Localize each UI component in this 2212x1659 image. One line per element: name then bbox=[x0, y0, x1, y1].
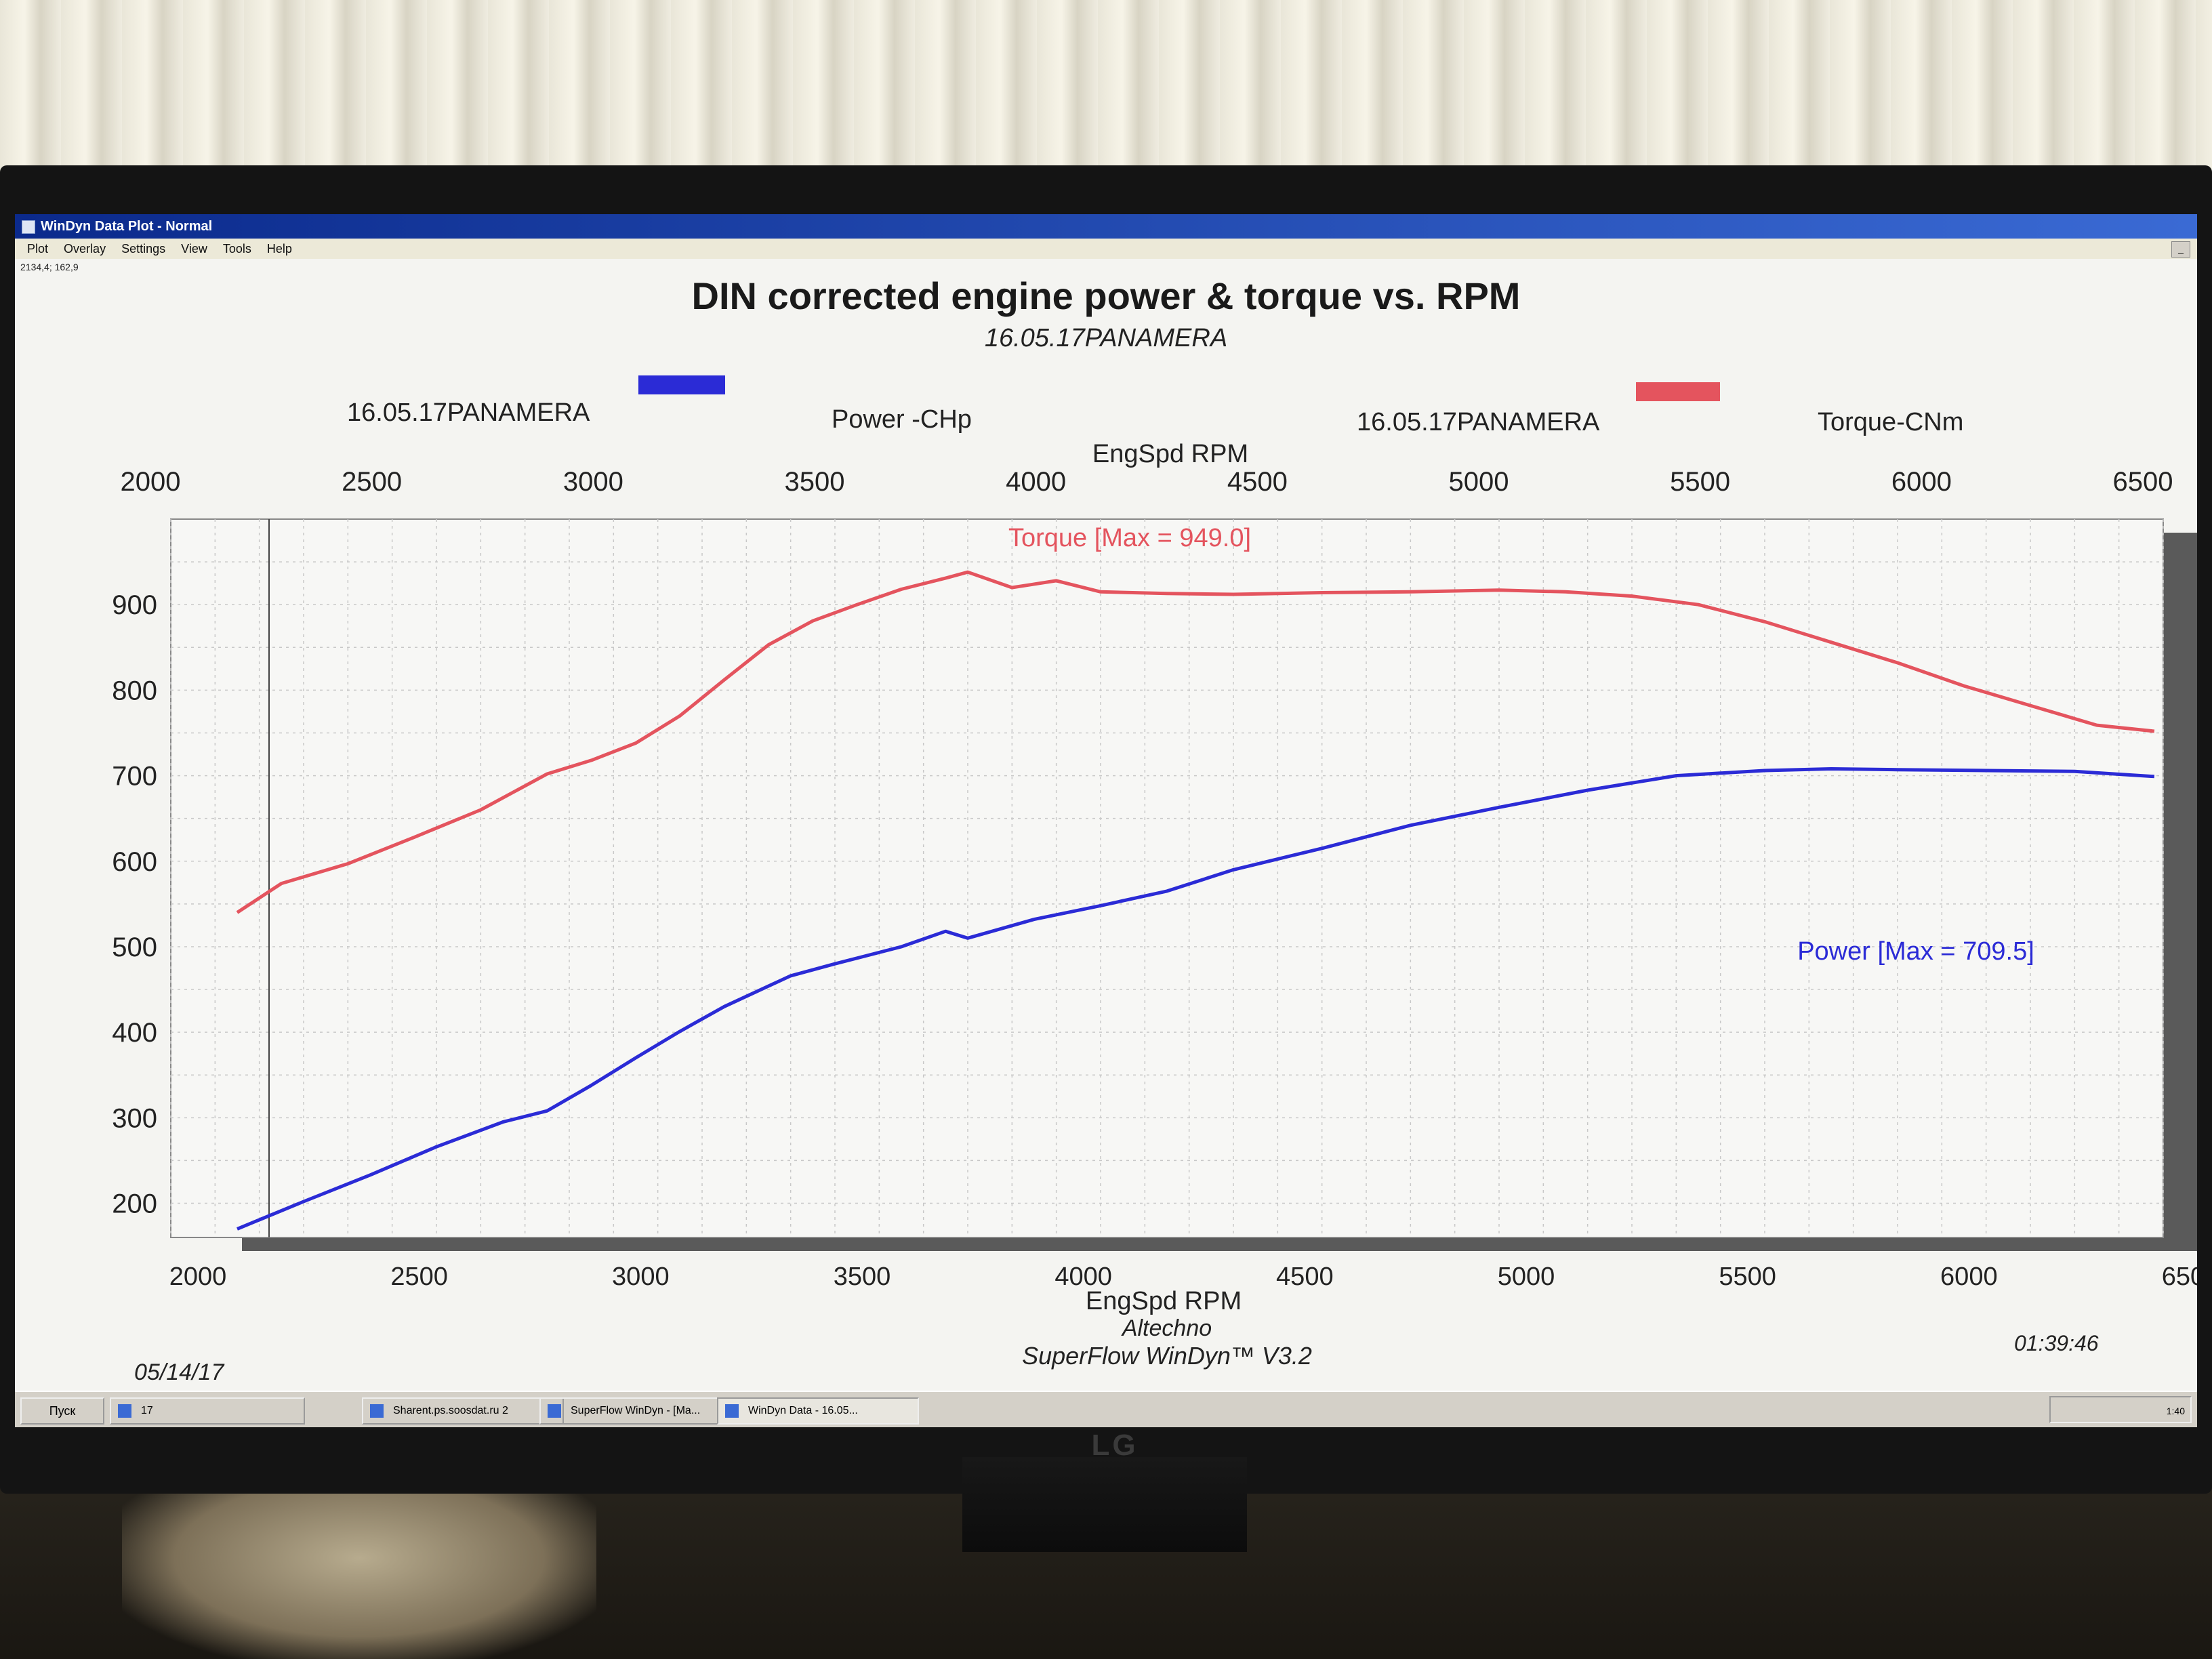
x-axis-label-bottom: EngSpd RPM bbox=[1086, 1287, 1242, 1315]
taskbar-item-label: Sharent.ps.soosdat.ru 2 bbox=[393, 1405, 508, 1416]
superflow-icon bbox=[548, 1404, 561, 1418]
folder-icon bbox=[118, 1404, 131, 1418]
taskbar-item-label: 17 bbox=[141, 1405, 153, 1416]
plot-area bbox=[170, 518, 2164, 1238]
x-tick-label-top: 3500 bbox=[785, 467, 845, 497]
x-tick-label-bottom: 2000 bbox=[169, 1263, 227, 1291]
taskbar-item-label: SuperFlow WinDyn - [Ma... bbox=[571, 1405, 701, 1416]
torque-max-annotation: Torque [Max = 949.0] bbox=[1008, 524, 1251, 552]
x-tick-label-bottom: 2500 bbox=[390, 1263, 448, 1291]
monitor-brand-logo: LG bbox=[1091, 1429, 1139, 1462]
x-tick-label-bottom: 6500 bbox=[2162, 1263, 2197, 1291]
footer-date: 05/14/17 bbox=[134, 1359, 224, 1385]
taskbar-item-browser[interactable]: Sharent.ps.soosdat.ru 2 bbox=[362, 1397, 564, 1425]
torque-legend-label: Torque-CNm bbox=[1818, 408, 1964, 436]
chart-title: DIN corrected engine power & torque vs. … bbox=[691, 274, 1521, 317]
x-tick-label-top: 6500 bbox=[2113, 467, 2173, 497]
monitor-stand bbox=[962, 1457, 1247, 1552]
y-tick-label: 400 bbox=[112, 1018, 157, 1048]
menu-plot[interactable]: Plot bbox=[27, 242, 49, 255]
taskbar: Пуск 17 Sharent.ps.soosdat.ru 2 SuperFlo… bbox=[15, 1391, 2197, 1427]
tray-clock: 1:40 bbox=[2166, 1406, 2185, 1416]
windyn-icon bbox=[725, 1404, 739, 1418]
x-tick-label-top: 5500 bbox=[1670, 467, 1730, 497]
menu-tools[interactable]: Tools bbox=[222, 242, 251, 255]
y-tick-label: 300 bbox=[112, 1103, 157, 1133]
screen: WinDyn Data Plot - Normal Plot Overlay S… bbox=[15, 214, 2197, 1427]
x-tick-label-top: 4500 bbox=[1227, 467, 1288, 497]
menu-view[interactable]: View bbox=[181, 242, 207, 255]
power-legend-run: 16.05.17PANAMERA bbox=[347, 398, 590, 427]
window-title-bar[interactable]: WinDyn Data Plot - Normal bbox=[15, 214, 2197, 239]
y-tick-label: 200 bbox=[112, 1189, 157, 1219]
x-tick-label-bottom: 5500 bbox=[1719, 1263, 1776, 1291]
y-tick-label: 800 bbox=[112, 676, 157, 705]
chart-subtitle: 16.05.17PANAMERA bbox=[984, 324, 1228, 352]
y-tick-label: 600 bbox=[112, 847, 157, 877]
x-tick-label-bottom: 6000 bbox=[1940, 1263, 1998, 1291]
app-icon bbox=[22, 220, 35, 234]
torque-line bbox=[236, 570, 2155, 914]
taskbar-item-folder[interactable]: 17 bbox=[110, 1397, 305, 1425]
power-legend-label: Power -CHp bbox=[832, 405, 972, 434]
footer-time: 01:39:46 bbox=[2014, 1331, 2099, 1355]
start-button[interactable]: Пуск bbox=[20, 1397, 104, 1425]
x-axis-label-top: EngSpd RPM bbox=[1092, 440, 1248, 468]
minimize-icon[interactable]: _ bbox=[2171, 241, 2190, 258]
browser-icon bbox=[370, 1404, 384, 1418]
x-tick-label-bottom: 3000 bbox=[612, 1263, 670, 1291]
x-tick-label-bottom: 4000 bbox=[1054, 1263, 1112, 1291]
x-tick-label-bottom: 3500 bbox=[834, 1263, 891, 1291]
x-tick-label-top: 5000 bbox=[1449, 467, 1509, 497]
menu-help[interactable]: Help bbox=[266, 242, 292, 255]
x-tick-label-bottom: 5000 bbox=[1498, 1263, 1555, 1291]
taskbar-item-superflow[interactable]: SuperFlow WinDyn - [Ma... bbox=[539, 1397, 741, 1425]
x-tick-label-top: 2000 bbox=[121, 467, 181, 497]
menu-bar: Plot Overlay Settings View Tools Help _ bbox=[15, 239, 2197, 259]
cursor-readout: 2134,4; 162,9 bbox=[20, 262, 79, 272]
dyno-chart: 2000 2000 2500 2500 3000 3000 3500 3500 4000 4000… bbox=[112, 440, 2197, 1315]
x-tick-label-top: 6000 bbox=[1891, 467, 1952, 497]
taskbar-item-label: WinDyn Data - 16.05... bbox=[748, 1405, 858, 1416]
window-title: WinDyn Data Plot - Normal bbox=[41, 219, 213, 234]
footer-software: SuperFlow WinDyn™ V3.2 bbox=[1022, 1342, 1312, 1370]
background-curtain bbox=[0, 0, 2212, 176]
x-tick-label-bottom: 4500 bbox=[1276, 1263, 1334, 1291]
menu-overlay[interactable]: Overlay bbox=[64, 242, 106, 255]
power-line bbox=[237, 767, 2155, 1231]
taskbar-item-windyn-data[interactable]: WinDyn Data - 16.05... bbox=[717, 1397, 919, 1425]
menu-settings[interactable]: Settings bbox=[121, 242, 166, 255]
power-legend-swatch bbox=[638, 375, 725, 394]
torque-legend-swatch bbox=[1636, 382, 1720, 401]
footer-company: Altechno bbox=[1122, 1315, 1212, 1341]
x-tick-label-top: 2500 bbox=[342, 467, 402, 497]
x-tick-label-top: 4000 bbox=[1006, 467, 1066, 497]
torque-legend-run: 16.05.17PANAMERA bbox=[1357, 408, 1600, 436]
system-tray: 1:40 bbox=[2049, 1396, 2192, 1423]
x-tick-label-top: 3000 bbox=[563, 467, 623, 497]
cloth-on-desk bbox=[122, 1491, 596, 1659]
y-tick-label: 900 bbox=[112, 590, 157, 620]
y-tick-label: 500 bbox=[112, 933, 157, 962]
power-max-annotation: Power [Max = 709.5] bbox=[1797, 937, 2034, 966]
y-tick-label: 700 bbox=[112, 762, 157, 792]
